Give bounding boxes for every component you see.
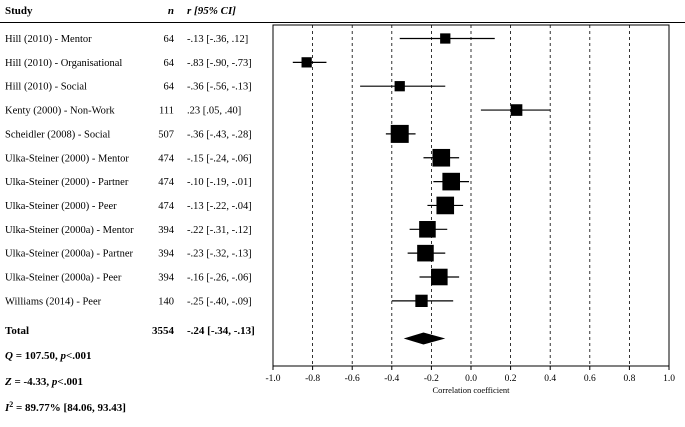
x-tick-label: -0.2 — [424, 374, 439, 384]
z-p-value: <.001 — [57, 376, 83, 388]
study-r-ci: -.36 [-.56, -.13] — [187, 82, 252, 93]
study-n: 474 — [158, 153, 175, 164]
q-statistic: Q = 107.50, p<.001 — [5, 350, 92, 362]
x-tick-label: -0.4 — [384, 374, 399, 384]
study-label: Hill (2010) - Mentor — [5, 34, 92, 45]
study-label: Ulka-Steiner (2000a) - Mentor — [5, 225, 134, 236]
z-symbol: Z — [4, 376, 12, 388]
study-label: Ulka-Steiner (2000a) - Peer — [5, 273, 122, 284]
effect-marker — [440, 33, 451, 44]
total-r: -.24 [-.34, -.13] — [187, 325, 255, 337]
effect-marker — [431, 268, 448, 286]
header-r: r [95% CI] — [187, 5, 236, 17]
pooled-diamond — [403, 332, 446, 345]
effect-marker — [417, 244, 434, 262]
study-label: Ulka-Steiner (2000) - Partner — [5, 177, 129, 188]
study-n: 111 — [159, 106, 174, 117]
header-study: Study — [5, 5, 33, 17]
study-r-ci: -.22 [-.31, -.12] — [187, 225, 252, 236]
effect-marker — [442, 172, 461, 191]
i2-value: = 89.77% [84.06, 93.43] — [13, 402, 126, 414]
effect-marker — [390, 124, 409, 143]
study-label: Hill (2010) - Organisational — [5, 58, 122, 69]
x-tick-label: 0.4 — [544, 374, 556, 384]
study-n: 474 — [158, 177, 175, 188]
study-rows: Hill (2010) - Mentor 64 -.13 [-.36, .12] Hi… — [5, 34, 252, 307]
plot-area: -1.0 -0.8 -0.6 -0.4 -0.2 0.0 0.2 0.4 0.6 0.8 1.0 Co… — [265, 24, 675, 395]
study-label: Williams (2014) - Peer — [5, 296, 102, 307]
effect-marker — [419, 221, 436, 238]
study-label: Ulka-Steiner (2000) - Mentor — [5, 153, 129, 164]
total-row: Total 3554 -.24 [-.34, -.13] — [5, 325, 255, 337]
z-value: = -4.33, — [12, 376, 52, 388]
z-p-symbol: p — [51, 376, 58, 388]
study-n: 140 — [158, 296, 174, 307]
study-n: 474 — [158, 201, 175, 212]
study-r-ci: .23 [.05, .40] — [187, 106, 241, 117]
x-axis-label: Correlation coefficient — [432, 385, 510, 395]
effect-marker — [436, 196, 455, 215]
study-label: Kenty (2000) - Non-Work — [5, 106, 115, 117]
total-n: 3554 — [152, 325, 175, 337]
x-tick-label: -0.6 — [345, 374, 360, 384]
x-tick-label: 0.8 — [623, 374, 635, 384]
heterogeneity-stats: Q = 107.50, p<.001 Z = -4.33, p<.001 I2 … — [4, 350, 126, 414]
effect-marker — [432, 148, 451, 167]
study-label: Ulka-Steiner (2000) - Peer — [5, 201, 117, 212]
effect-marker — [301, 57, 312, 68]
i2-symbol: I — [4, 402, 10, 414]
i2-superscript: 2 — [9, 400, 13, 409]
study-r-ci: -.25 [-.40, -.09] — [187, 296, 252, 307]
q-symbol: Q — [5, 350, 13, 362]
study-n: 394 — [158, 273, 175, 284]
x-tick-label: -1.0 — [265, 374, 280, 384]
study-r-ci: -.13 [-.22, -.04] — [187, 201, 252, 212]
x-tick-label: 0.2 — [505, 374, 517, 384]
i2-statistic: I2 = 89.77% [84.06, 93.43] — [4, 400, 126, 414]
x-tick-label: 0.6 — [584, 374, 596, 384]
q-p-symbol: p — [59, 350, 66, 362]
total-label: Total — [5, 325, 29, 337]
study-r-ci: -.36 [-.43, -.28] — [187, 129, 252, 140]
study-r-ci: -.23 [-.32, -.13] — [187, 249, 252, 260]
study-label: Scheidler (2008) - Social — [5, 129, 110, 140]
q-p-value: <.001 — [66, 350, 92, 362]
study-r-ci: -.83 [-.90, -.73] — [187, 58, 252, 69]
study-n: 394 — [158, 225, 175, 236]
study-r-ci: -.15 [-.24, -.06] — [187, 153, 252, 164]
x-tick-label: 0.0 — [465, 374, 477, 384]
study-r-ci: -.13 [-.36, .12] — [187, 34, 248, 45]
z-statistic: Z = -4.33, p<.001 — [4, 376, 83, 388]
study-n: 64 — [164, 82, 175, 93]
study-r-ci: -.10 [-.19, -.01] — [187, 177, 252, 188]
study-label: Hill (2010) - Social — [5, 82, 87, 93]
study-n: 64 — [164, 34, 175, 45]
x-tick-label: 1.0 — [663, 374, 675, 384]
q-value: = 107.50, — [13, 350, 61, 362]
effect-marker — [510, 104, 523, 116]
effect-marker — [415, 294, 428, 308]
study-n: 394 — [158, 249, 175, 260]
study-n: 64 — [164, 58, 175, 69]
study-label: Ulka-Steiner (2000a) - Partner — [5, 249, 133, 260]
x-tick-label: -0.8 — [305, 374, 320, 384]
effect-marker — [394, 81, 405, 92]
study-r-ci: -.16 [-.26, -.06] — [187, 273, 252, 284]
header-n: n — [168, 5, 174, 17]
study-n: 507 — [158, 129, 174, 140]
